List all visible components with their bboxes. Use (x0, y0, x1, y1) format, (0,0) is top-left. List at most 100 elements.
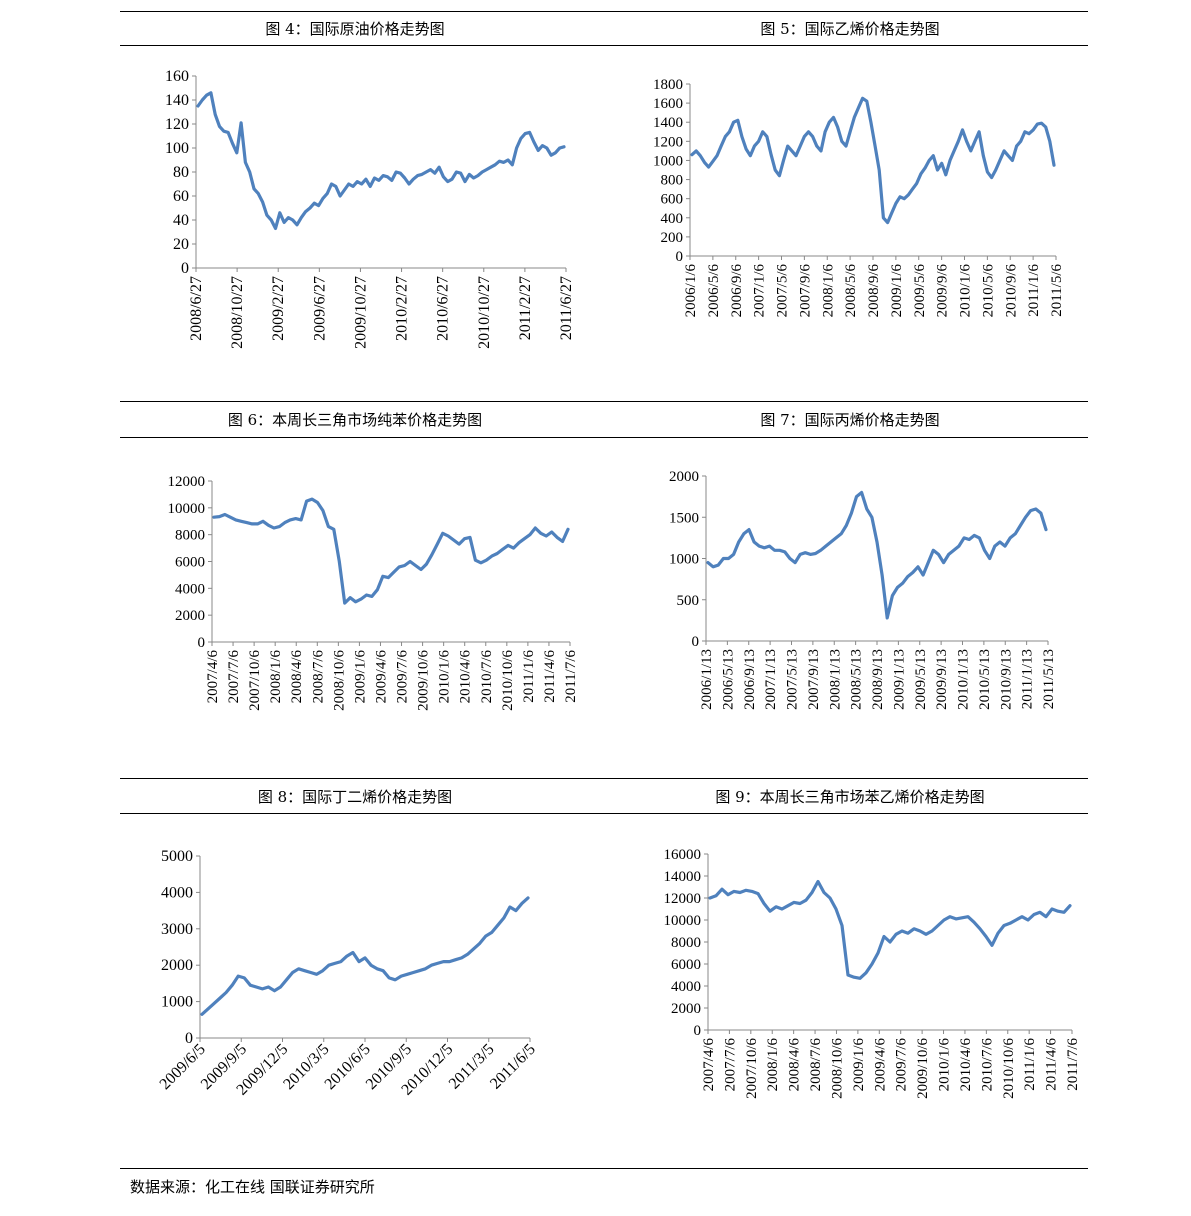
x-tick-label: 2007/10/6 (744, 1038, 760, 1099)
x-tick-label: 2009/10/6 (915, 1038, 931, 1099)
x-tick-label: 2007/1/6 (752, 264, 768, 318)
x-tick-label: 2011/1/6 (1022, 1038, 1038, 1091)
rule-title-row1 (120, 45, 1088, 46)
series-line (690, 96, 1056, 225)
y-tick-label: 8000 (175, 528, 205, 544)
chart-title: 图 4：国际原油价格走势图 (265, 20, 445, 38)
x-tick-label: 2011/7/6 (1065, 1038, 1081, 1091)
rule-top-row2 (120, 401, 1088, 402)
y-tick-label: 6000 (671, 957, 701, 973)
y-tick-label: 160 (165, 68, 189, 85)
x-tick-label: 2010/1/6 (958, 264, 974, 318)
x-tick-label: 2009/9/13 (934, 649, 950, 710)
x-tick-label: 2011/7/6 (563, 650, 579, 703)
x-tick-label: 2008/10/27 (229, 276, 246, 349)
y-tick-label: 2000 (671, 1001, 701, 1017)
x-tick-label: 2011/3/5 (446, 1041, 498, 1093)
y-tick-label: 1000 (161, 994, 193, 1011)
series-line (196, 91, 566, 230)
chart-title: 图 7：国际丙烯价格走势图 (760, 411, 940, 429)
x-tick-label: 2008/9/13 (870, 649, 886, 710)
x-tick-label: 2006/9/13 (742, 649, 758, 710)
x-tick-label: 2010/10/6 (500, 650, 516, 711)
y-tick-label: 400 (661, 211, 684, 227)
y-tick-label: 10000 (664, 913, 702, 929)
x-tick-label: 2010/1/13 (956, 649, 972, 710)
y-tick-label: 1500 (669, 510, 699, 526)
chart-5: 0 2000 4000 6000 8000 10000 12000 14000 16000 200… (664, 847, 1082, 1099)
y-tick-label: 1000 (669, 552, 699, 568)
x-tick-label: 2006/5/13 (720, 649, 736, 710)
x-tick-label: 2009/6/27 (311, 276, 328, 341)
y-tick-label: 0 (692, 634, 700, 650)
rule-source (120, 1168, 1088, 1169)
chart-4: 0100020003000400050002009/6/52009/9/5200… (157, 848, 539, 1099)
y-tick-label: 0 (694, 1023, 702, 1039)
y-tick-label: 2000 (669, 469, 699, 485)
x-tick-label: 2008/9/6 (866, 264, 882, 318)
x-tick-label: 2010/4/6 (458, 650, 474, 704)
x-tick-label: 2007/1/13 (763, 649, 779, 710)
y-tick-label: 4000 (671, 979, 701, 995)
x-tick-label: 2007/4/6 (205, 650, 221, 704)
source-note: 数据来源：化工在线 国联证券研究所 (130, 1178, 375, 1196)
x-tick-label: 2011/4/6 (1044, 1038, 1060, 1091)
x-tick-label: 2008/7/6 (310, 650, 326, 704)
y-tick-label: 1000 (653, 153, 683, 169)
x-tick-label: 2010/1/6 (937, 1038, 953, 1092)
x-tick-label: 2010/5/6 (980, 264, 996, 318)
y-tick-label: 140 (165, 92, 189, 109)
x-tick-label: 2010/7/6 (979, 1038, 995, 1092)
x-tick-label: 2010/9/6 (1003, 264, 1019, 318)
y-tick-label: 800 (661, 173, 684, 189)
x-tick-label: 2008/7/6 (808, 1038, 824, 1092)
y-tick-label: 120 (165, 116, 189, 133)
series-line (708, 879, 1072, 980)
x-tick-label: 2010/10/27 (476, 276, 493, 349)
x-tick-label: 2009/7/6 (395, 650, 411, 704)
x-tick-label: 2009/4/6 (872, 1038, 888, 1092)
y-tick-label: 5000 (161, 848, 193, 865)
y-tick-label: 1400 (653, 115, 683, 131)
rule-title-row2 (120, 437, 1088, 438)
x-tick-label: 2009/7/6 (894, 1038, 910, 1092)
series-line (200, 896, 530, 1016)
x-tick-label: 2009/1/6 (889, 264, 905, 318)
x-tick-label: 2007/7/6 (722, 1038, 738, 1092)
y-tick-label: 0 (185, 1030, 193, 1047)
rule-title-row3 (120, 813, 1088, 814)
x-tick-label: 2011/6/5 (487, 1041, 539, 1093)
y-tick-label: 1600 (653, 96, 683, 112)
y-tick-label: 14000 (664, 869, 702, 885)
x-tick-label: 2011/2/27 (517, 276, 534, 340)
y-tick-label: 1200 (653, 134, 683, 150)
y-tick-label: 3000 (161, 921, 193, 938)
x-tick-label: 2009/1/13 (891, 649, 907, 710)
x-tick-label: 2009/10/6 (416, 650, 432, 711)
y-tick-label: 16000 (664, 847, 702, 863)
x-tick-label: 2011/5/6 (1049, 264, 1065, 317)
y-tick-label: 600 (661, 192, 684, 208)
rule-top-row3 (120, 778, 1088, 779)
x-tick-label: 2011/1/6 (1026, 264, 1042, 317)
chart-2: 0 2000 4000 6000 8000 10000 12000 2007/4/6 2007/… (168, 474, 580, 711)
x-tick-label: 2008/1/6 (268, 650, 284, 704)
chart-title: 图 6：本周长三角市场纯苯价格走势图 (227, 411, 483, 429)
series-line (212, 497, 570, 605)
rule-top (120, 11, 1088, 12)
x-tick-label: 2011/6/27 (558, 276, 575, 340)
x-tick-label: 2009/1/6 (851, 1038, 867, 1092)
y-tick-label: 10000 (168, 501, 206, 517)
x-tick-label: 2007/7/6 (226, 650, 242, 704)
y-tick-label: 12000 (168, 474, 206, 490)
x-tick-label: 2010/4/6 (958, 1038, 974, 1092)
chart-title: 图 8：国际丁二烯价格走势图 (257, 788, 453, 806)
y-tick-label: 40 (173, 212, 189, 229)
chart-title: 图 5：国际乙烯价格走势图 (760, 20, 940, 38)
series-line (706, 490, 1048, 620)
x-tick-label: 2007/5/6 (775, 264, 791, 318)
x-tick-label: 2009/9/6 (935, 264, 951, 318)
x-tick-label: 2011/5/13 (1041, 649, 1057, 709)
y-tick-label: 100 (165, 140, 189, 157)
